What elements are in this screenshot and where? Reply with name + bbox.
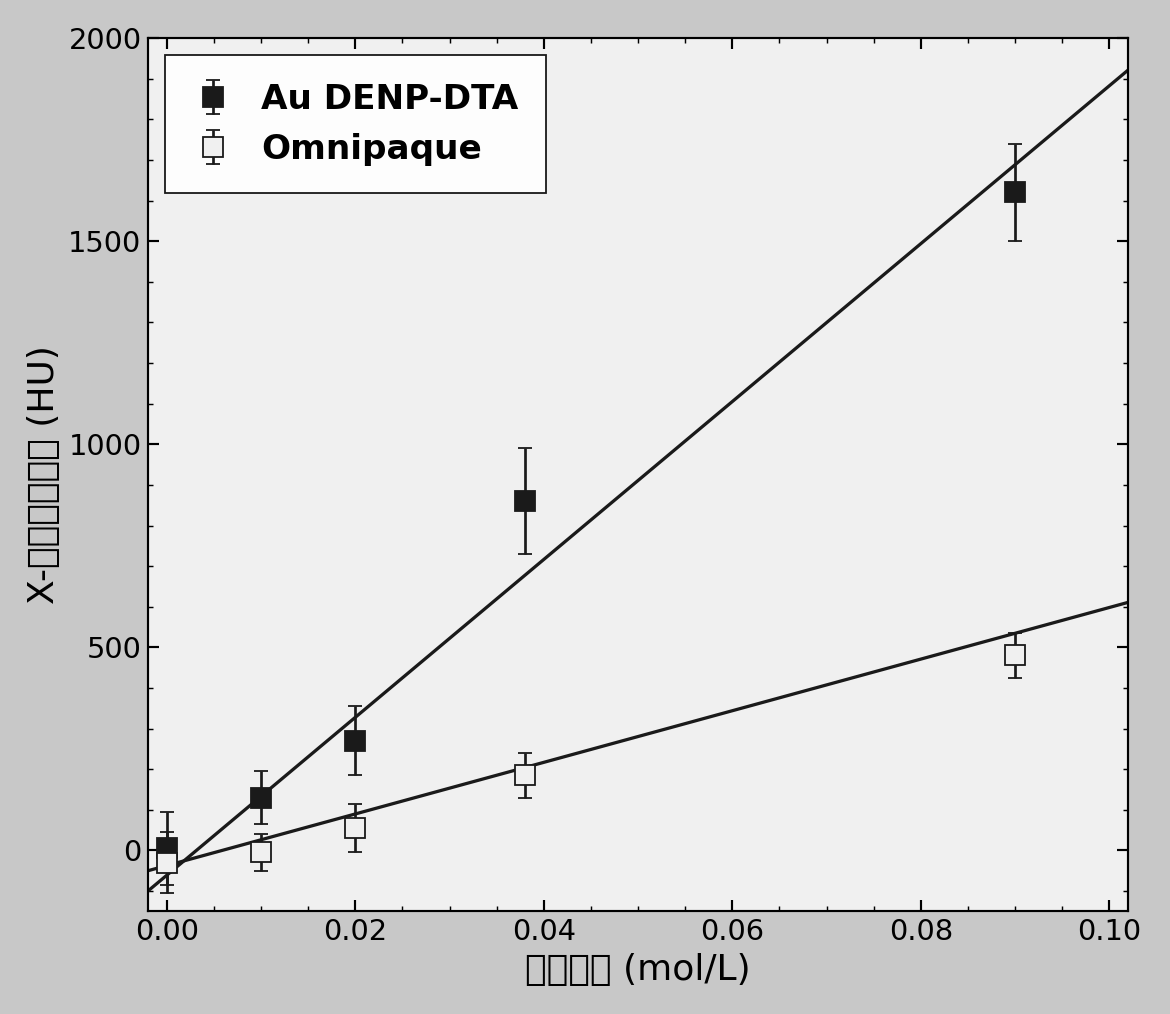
Legend: Au DENP-DTA, Omnipaque: Au DENP-DTA, Omnipaque bbox=[165, 55, 545, 194]
Y-axis label: X-射线衰减系数 (HU): X-射线衰减系数 (HU) bbox=[27, 346, 61, 604]
X-axis label: 碘的浓度 (mol/L): 碘的浓度 (mol/L) bbox=[525, 953, 751, 987]
